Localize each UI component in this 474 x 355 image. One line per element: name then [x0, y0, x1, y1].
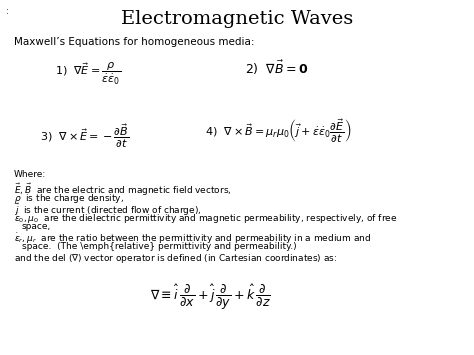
- Text: :: :: [6, 7, 9, 16]
- Text: space,: space,: [22, 222, 51, 231]
- Text: $\dot{\varepsilon}_0, \mu_0$  are the dielectric permittivity and magnetic perme: $\dot{\varepsilon}_0, \mu_0$ are the die…: [14, 212, 397, 226]
- Text: 2)  $\nabla \vec{B} = \mathbf{0}$: 2) $\nabla \vec{B} = \mathbf{0}$: [245, 59, 308, 77]
- Text: Where:: Where:: [14, 170, 46, 179]
- Text: Electromagnetic Waves: Electromagnetic Waves: [121, 10, 353, 28]
- Text: $\rho$  is the charge density,: $\rho$ is the charge density,: [14, 192, 124, 205]
- Text: $\nabla \equiv \hat{i}\,\dfrac{\partial}{\partial x} + \hat{j}\,\dfrac{\partial}: $\nabla \equiv \hat{i}\,\dfrac{\partial}…: [150, 283, 271, 312]
- Text: $\dot{\varepsilon}_r, \mu_r$  are the ratio between the permittivity and permeab: $\dot{\varepsilon}_r, \mu_r$ are the rat…: [14, 232, 371, 246]
- Text: 4)  $\nabla \times \vec{B} = \mu_r\mu_0\left(\vec{j}+\dot{\varepsilon}\dot{\vare: 4) $\nabla \times \vec{B} = \mu_r\mu_0\l…: [205, 118, 351, 145]
- Text: $\vec{E},\vec{B}$  are the electric and magnetic field vectors,: $\vec{E},\vec{B}$ are the electric and m…: [14, 182, 232, 198]
- Text: $\vec{j}$  is the current (directed flow of charge),: $\vec{j}$ is the current (directed flow …: [14, 202, 201, 218]
- Text: space.  (The \emph{relative} permittivity and permeability.): space. (The \emph{relative} permittivity…: [22, 242, 297, 251]
- Text: 1)  $\nabla \vec{E} = \dfrac{\rho}{\dot{\varepsilon}\dot{\varepsilon}_0}$: 1) $\nabla \vec{E} = \dfrac{\rho}{\dot{\…: [55, 60, 121, 87]
- Text: Maxwell’s Equations for homogeneous media:: Maxwell’s Equations for homogeneous medi…: [14, 37, 255, 47]
- Text: and the del ($\nabla$) vector operator is defined (in Cartesian coordinates) as:: and the del ($\nabla$) vector operator i…: [14, 252, 337, 265]
- Text: 3)  $\nabla \times \vec{E} = -\dfrac{\partial \vec{B}}{\partial t}$: 3) $\nabla \times \vec{E} = -\dfrac{\par…: [40, 123, 129, 150]
